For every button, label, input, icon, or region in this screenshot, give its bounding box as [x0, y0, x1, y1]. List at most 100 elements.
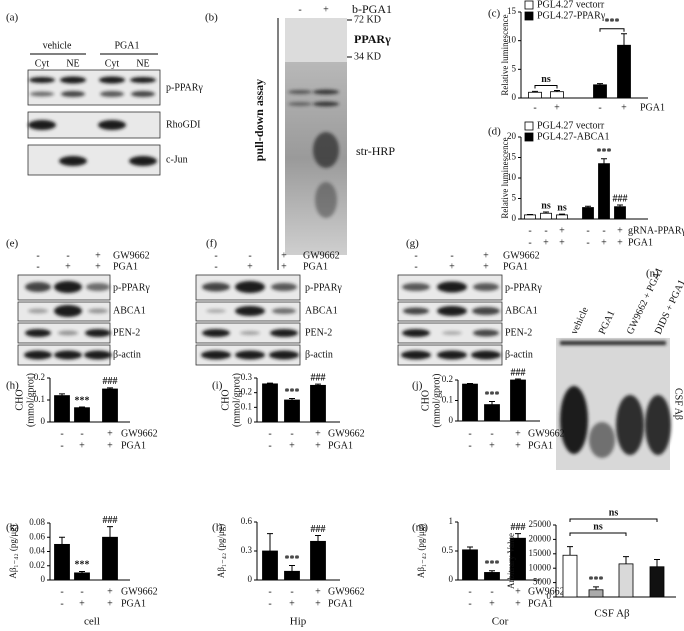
- annotation: ***: [589, 575, 604, 586]
- error-bar: [593, 586, 599, 590]
- row-value: +: [515, 428, 521, 439]
- group-label: PGA1: [114, 40, 139, 51]
- row-value: +: [617, 225, 623, 236]
- row-value: +: [554, 102, 560, 113]
- bracket: [599, 28, 625, 32]
- y-tick-label: 0.04: [29, 546, 45, 556]
- legend-label: PGL4.27 vectorr: [537, 120, 605, 131]
- row-value: +: [79, 598, 85, 609]
- row-value: +: [79, 440, 85, 451]
- annotation: ***: [285, 387, 300, 398]
- band-label: p-PPARγ: [505, 282, 542, 293]
- blot: [285, 18, 347, 62]
- band: [235, 306, 265, 316]
- panel-n: (n) vehicle PGA1 GW9662 + PGA1 DIDS + PG…: [556, 266, 684, 470]
- band-label: ABCA1: [505, 305, 538, 316]
- row-value: +: [449, 261, 455, 272]
- row-value: +: [489, 598, 495, 609]
- bar: [588, 589, 604, 598]
- panel-label: (a): [6, 12, 19, 24]
- band: [402, 283, 430, 291]
- row-value: -: [468, 598, 471, 609]
- band: [85, 329, 111, 337]
- band: [240, 331, 260, 335]
- row-value: -: [533, 102, 536, 113]
- bar: [649, 566, 665, 598]
- band: [24, 350, 52, 360]
- row-value: -: [36, 250, 39, 261]
- band: [61, 91, 85, 97]
- band-label: β-actin: [113, 349, 141, 360]
- row-name: GW9662: [121, 586, 158, 597]
- row-name: PGA1: [528, 598, 553, 609]
- y-axis-label: (mmol/gprot): [431, 374, 442, 428]
- band: [28, 308, 48, 314]
- y-tick-label: 0.5: [442, 545, 454, 555]
- band: [269, 350, 299, 360]
- annotation: ###: [511, 522, 526, 533]
- error-bar: [289, 398, 295, 400]
- bar: [262, 383, 278, 423]
- row-name: PGA1: [113, 261, 138, 272]
- band: [442, 331, 462, 335]
- error-bar: [585, 205, 591, 208]
- y-tick-label: 15000: [529, 548, 552, 558]
- lane-label: +: [323, 4, 329, 15]
- band: [30, 91, 54, 97]
- row-value: -: [248, 250, 251, 261]
- legend-swatch: [524, 132, 534, 142]
- row-value: -: [60, 428, 63, 439]
- bar: [484, 404, 500, 422]
- band: [270, 329, 298, 337]
- error-bar: [315, 383, 321, 386]
- row-name: GW9662: [503, 250, 540, 261]
- band: [29, 77, 55, 83]
- y-tick-label: 0.08: [29, 517, 45, 527]
- band: [437, 306, 467, 316]
- lane-label: NE: [136, 58, 149, 69]
- bar: [74, 407, 90, 423]
- row-value: +: [315, 586, 321, 597]
- error-bar: [289, 565, 295, 572]
- band-label: PPARγ: [354, 32, 391, 46]
- panel-label: (c): [488, 8, 501, 20]
- annotation: ***: [605, 17, 620, 28]
- row-value: -: [214, 250, 217, 261]
- y-tick-label: 5: [512, 63, 517, 73]
- x-axis-label: Cor: [492, 616, 509, 628]
- row-value: -: [490, 428, 493, 439]
- row-value: +: [247, 261, 253, 272]
- error-bar: [621, 33, 627, 46]
- legend-label: PGL4.27-ABCA1: [537, 131, 610, 142]
- band: [313, 89, 339, 95]
- row-name: PGA1: [121, 598, 146, 609]
- row-value: -: [450, 250, 453, 261]
- band: [28, 120, 56, 130]
- panel-label: (j): [412, 380, 423, 392]
- row-value: -: [60, 598, 63, 609]
- row-value: +: [65, 261, 71, 272]
- bar: [262, 550, 278, 581]
- row-value: +: [543, 237, 549, 248]
- bar: [614, 206, 626, 220]
- row-value: -: [468, 586, 471, 597]
- band: [401, 350, 431, 360]
- bracket: [569, 532, 627, 536]
- probe-label: b-PGA1: [352, 2, 392, 16]
- row-value: +: [315, 428, 321, 439]
- bar: [310, 540, 326, 581]
- y-axis-label: Relative luminescence: [500, 14, 510, 95]
- row-value: -: [414, 250, 417, 261]
- panel-f: (f) GW9662 PGA1 - - + - + + p-PPARγ ABCA…: [195, 238, 342, 366]
- row-name: PGA1: [640, 102, 665, 113]
- row-value: +: [601, 237, 607, 248]
- annotation: ###: [311, 372, 326, 383]
- band-label: c-Jun: [166, 154, 188, 165]
- legend-label: PGL4.27-PPARγ: [537, 10, 606, 21]
- y-tick-label: 0.3: [241, 545, 253, 555]
- band: [402, 329, 430, 337]
- lane-label: Cyt: [105, 58, 120, 69]
- row-value: -: [60, 440, 63, 451]
- y-tick-label: 20000: [529, 533, 552, 543]
- band: [616, 395, 644, 455]
